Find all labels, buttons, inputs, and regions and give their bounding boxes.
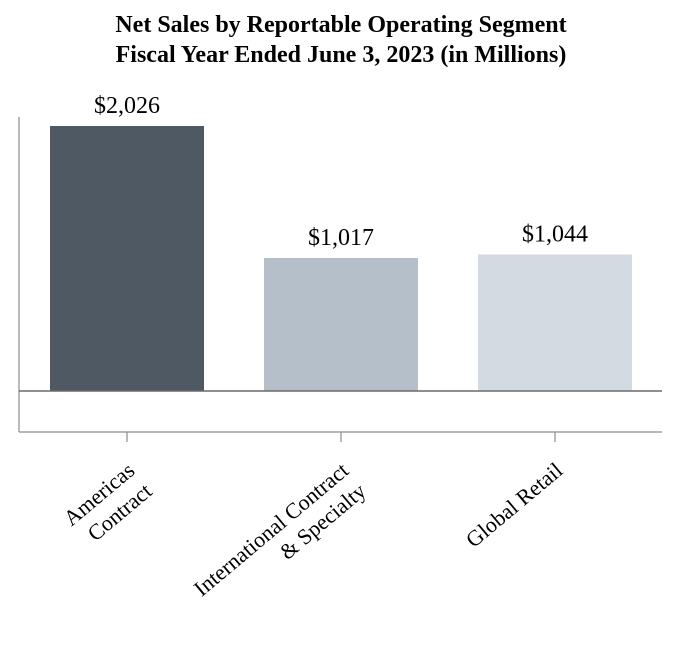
bar-2 (264, 257, 418, 391)
category-label-3-line-1: Global Retail (461, 457, 567, 552)
value-label-1: $2,026 (94, 93, 160, 119)
chart-title: Net Sales by Reportable Operating Segmen… (0, 10, 682, 70)
category-label-2: International Contract& Specialty (189, 457, 371, 601)
category-label-3: Global Retail (461, 457, 567, 552)
value-label-3: $1,044 (522, 221, 588, 247)
bar-1 (50, 126, 204, 391)
chart-title-line-1: Net Sales by Reportable Operating Segmen… (115, 12, 567, 38)
chart-title-line-2: Fiscal Year Ended June 3, 2023 (in Milli… (115, 42, 567, 68)
value-label-2: $1,017 (308, 225, 374, 251)
bar-3 (478, 254, 632, 391)
